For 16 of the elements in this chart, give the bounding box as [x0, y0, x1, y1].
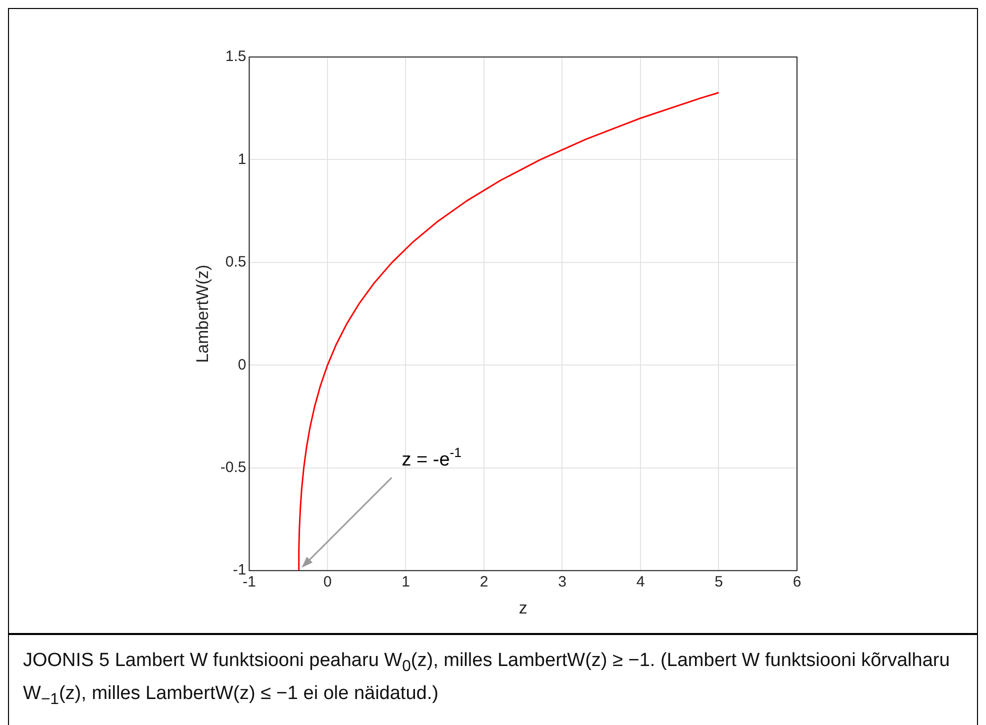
x-tick-label: 0: [323, 574, 332, 591]
text: JOONIS 5 Lambert W funktsiooni peaharu W$_{0}$(z), milles LambertW(z) ≥ −1. (Lambert W funktsiooni kõrvalharu W$_{−1}$(z), milles LambertW(z) ≤ −1 ei ole näidatud.): [23, 650, 950, 708]
y-tick-label: 1: [238, 150, 246, 168]
x-tick-label: 6: [792, 574, 802, 591]
x-tick-label: 3: [558, 574, 566, 591]
x-tick-label: 1: [402, 574, 410, 591]
x-axis-title: z: [518, 598, 528, 618]
x-tick-label: 4: [636, 574, 645, 591]
y-tick-label: 0: [238, 356, 246, 374]
x-tick-label: 5: [714, 574, 723, 591]
y-tick-label: -0.5: [220, 459, 246, 476]
y-tick-label: -1: [232, 562, 246, 579]
y-tick-label: 1.5: [225, 48, 246, 66]
y-tick-label: 0.5: [225, 254, 246, 271]
x-tick-label: 2: [480, 574, 488, 591]
y-axis-title: LambertW(z): [192, 264, 212, 363]
